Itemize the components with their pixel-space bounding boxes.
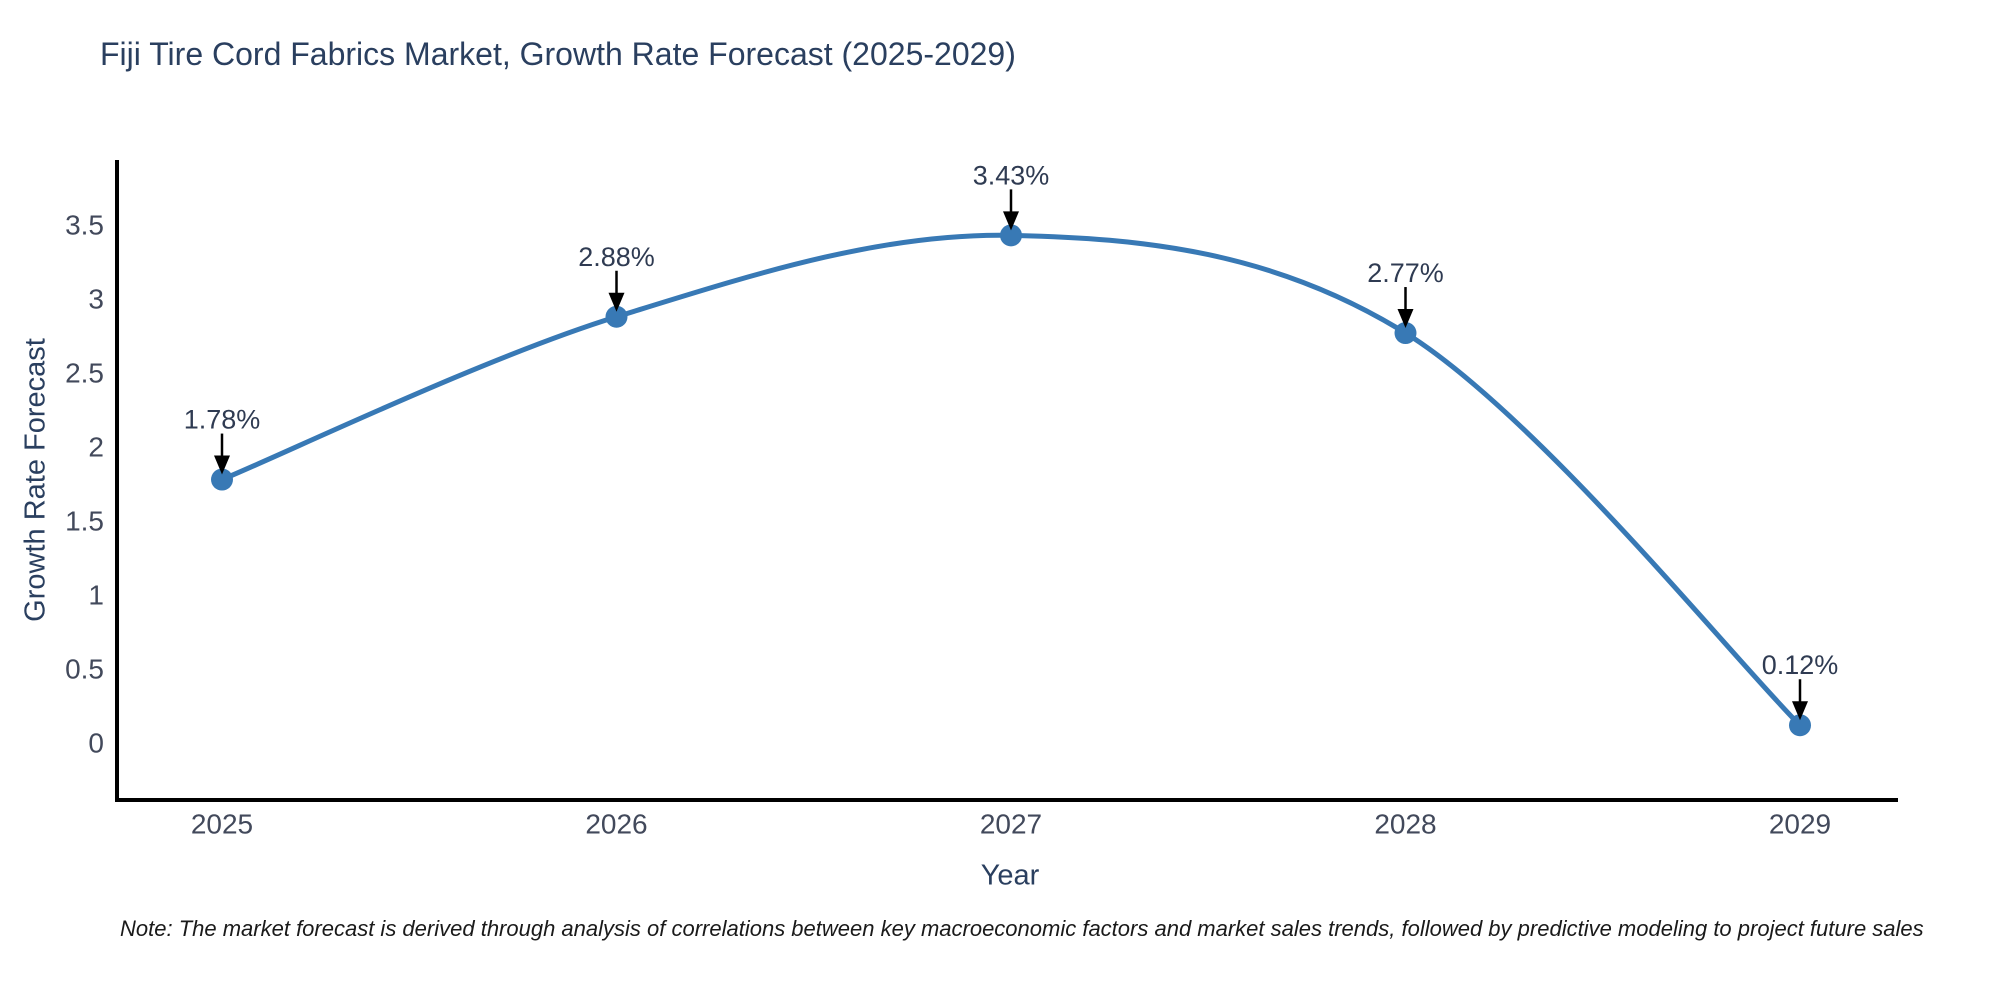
point-value-annotation: 2.77% — [1367, 258, 1444, 288]
growth-rate-line-series — [219, 232, 1803, 728]
y-tick-label: 3.5 — [65, 210, 104, 241]
y-tick-label: 2.5 — [65, 358, 104, 389]
point-value-annotation: 2.88% — [578, 242, 655, 272]
point-value-annotation: 3.43% — [973, 160, 1050, 190]
y-tick-label: 0 — [88, 728, 104, 759]
x-tick-label: 2027 — [980, 809, 1042, 840]
annotation-arrowhead — [608, 292, 625, 312]
point-value-annotation: 0.12% — [1762, 650, 1839, 680]
data-point-marker — [1000, 224, 1022, 247]
y-tick-label: 2 — [88, 432, 104, 463]
axis-line — [115, 160, 1898, 802]
y-tick-label: 1 — [88, 580, 104, 611]
annotation-arrowhead — [1003, 211, 1019, 231]
y-tick-label: 0.5 — [65, 654, 104, 685]
x-tick-label: 2028 — [1374, 809, 1436, 840]
chart-title: Fiji Tire Cord Fabrics Market, Growth Ra… — [100, 36, 1016, 72]
y-tick-label: 3 — [88, 284, 104, 315]
annotation-arrowhead — [214, 455, 230, 475]
y-tick-label: 1.5 — [65, 506, 104, 537]
annotation-arrowhead — [1792, 701, 1808, 721]
x-tick-label: 2029 — [1769, 809, 1831, 840]
data-point-marker — [1394, 322, 1417, 345]
data-point-marker — [1789, 714, 1811, 737]
data-point-marker — [605, 305, 628, 328]
forecast-methodology-note: Note: The market forecast is derived thr… — [120, 916, 1924, 941]
x-tick-label: 2025 — [191, 809, 253, 840]
data-point-marker — [211, 468, 233, 491]
x-tick-label: 2026 — [585, 809, 647, 840]
point-value-annotation: 1.78% — [184, 405, 261, 435]
x-axis-title: Year — [980, 859, 1040, 892]
annotation-arrowhead — [1397, 309, 1414, 329]
